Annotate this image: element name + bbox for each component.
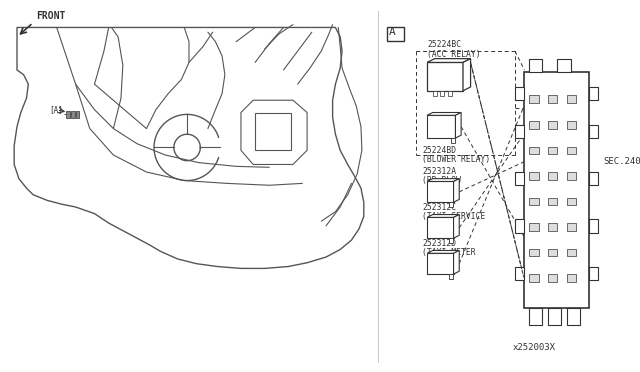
Bar bbox=[567, 248, 577, 256]
Text: RELAY): RELAY) bbox=[422, 222, 456, 231]
Bar bbox=[529, 223, 539, 231]
Bar bbox=[515, 125, 524, 138]
Polygon shape bbox=[427, 179, 460, 182]
Text: SEC.240: SEC.240 bbox=[604, 157, 640, 166]
Polygon shape bbox=[433, 91, 436, 96]
Bar bbox=[529, 59, 542, 72]
Text: (RR BLOW: (RR BLOW bbox=[422, 176, 461, 185]
Bar bbox=[567, 274, 577, 282]
Bar bbox=[548, 172, 557, 180]
Bar bbox=[548, 147, 557, 154]
Polygon shape bbox=[427, 253, 454, 274]
Polygon shape bbox=[449, 202, 452, 207]
Bar bbox=[589, 219, 598, 232]
Bar bbox=[589, 266, 598, 280]
Text: [A]: [A] bbox=[49, 105, 63, 114]
Text: 252312A: 252312A bbox=[422, 167, 456, 176]
Polygon shape bbox=[427, 182, 454, 202]
Text: (ACC RELAY): (ACC RELAY) bbox=[427, 49, 481, 59]
Polygon shape bbox=[427, 250, 460, 253]
Bar bbox=[515, 87, 524, 100]
Text: 252312D: 252312D bbox=[422, 238, 456, 248]
Bar bbox=[548, 274, 557, 282]
Bar bbox=[548, 96, 557, 103]
Bar bbox=[567, 147, 577, 154]
Polygon shape bbox=[427, 215, 460, 217]
Bar bbox=[567, 96, 577, 103]
Bar bbox=[529, 248, 539, 256]
Text: A: A bbox=[388, 27, 396, 37]
Bar bbox=[557, 59, 571, 72]
Text: x252003X: x252003X bbox=[513, 343, 556, 352]
Polygon shape bbox=[463, 59, 470, 91]
Bar bbox=[567, 172, 577, 180]
Bar bbox=[515, 219, 524, 232]
Bar bbox=[548, 308, 561, 325]
Bar bbox=[589, 125, 598, 138]
Bar bbox=[66, 110, 70, 118]
Bar bbox=[529, 198, 539, 205]
Bar bbox=[387, 28, 404, 41]
Polygon shape bbox=[427, 59, 470, 62]
Text: 25224BC: 25224BC bbox=[427, 40, 461, 49]
Bar bbox=[529, 308, 542, 325]
Bar bbox=[548, 198, 557, 205]
Text: RELAY): RELAY) bbox=[422, 257, 456, 266]
Polygon shape bbox=[427, 62, 463, 91]
Bar bbox=[515, 266, 524, 280]
Bar bbox=[567, 308, 580, 325]
Bar bbox=[567, 121, 577, 129]
Bar bbox=[71, 110, 75, 118]
Bar bbox=[529, 147, 539, 154]
Bar bbox=[529, 274, 539, 282]
Bar bbox=[589, 172, 598, 185]
Polygon shape bbox=[451, 138, 454, 143]
Bar bbox=[529, 172, 539, 180]
Polygon shape bbox=[427, 115, 456, 138]
Bar bbox=[76, 110, 79, 118]
Polygon shape bbox=[255, 112, 291, 150]
Bar bbox=[548, 248, 557, 256]
Bar bbox=[529, 121, 539, 129]
Text: 252312C: 252312C bbox=[422, 203, 456, 212]
Bar bbox=[515, 172, 524, 185]
Polygon shape bbox=[454, 250, 460, 274]
Bar bbox=[567, 198, 577, 205]
Text: RELAY): RELAY) bbox=[422, 186, 456, 195]
Text: (BLOWER RELAY): (BLOWER RELAY) bbox=[422, 155, 491, 164]
Polygon shape bbox=[440, 91, 444, 96]
Polygon shape bbox=[427, 112, 461, 115]
Polygon shape bbox=[524, 72, 589, 308]
Polygon shape bbox=[448, 91, 452, 96]
Polygon shape bbox=[427, 217, 454, 238]
Bar bbox=[529, 96, 539, 103]
Polygon shape bbox=[454, 179, 460, 202]
Text: (TAXI SERVICE: (TAXI SERVICE bbox=[422, 212, 486, 221]
Bar bbox=[589, 87, 598, 100]
Polygon shape bbox=[241, 100, 307, 164]
Bar bbox=[548, 223, 557, 231]
Text: (TAXI METER: (TAXI METER bbox=[422, 248, 476, 257]
Bar bbox=[567, 223, 577, 231]
Polygon shape bbox=[449, 274, 452, 279]
Text: 25224BD: 25224BD bbox=[422, 146, 456, 155]
Polygon shape bbox=[14, 28, 364, 269]
Polygon shape bbox=[449, 238, 452, 243]
Polygon shape bbox=[456, 112, 461, 138]
Bar bbox=[548, 121, 557, 129]
Polygon shape bbox=[454, 215, 460, 238]
Text: FRONT: FRONT bbox=[36, 11, 65, 21]
